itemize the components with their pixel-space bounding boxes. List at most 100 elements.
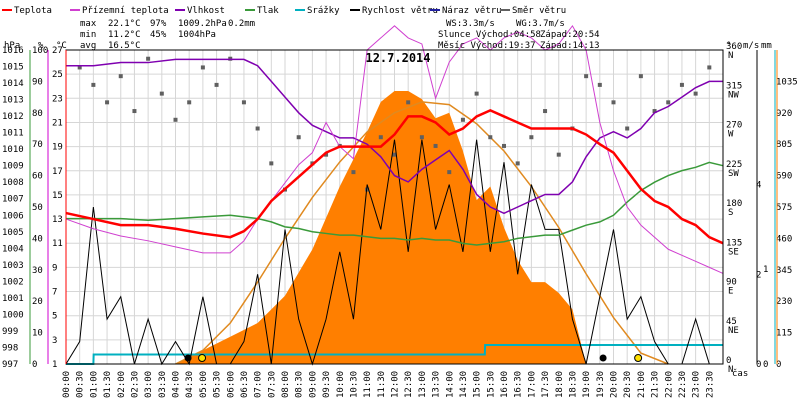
wind-direction-point (406, 100, 411, 105)
x-tick-label: 08:30 (295, 371, 305, 398)
wind-direction-point (77, 65, 82, 70)
hpa-tick-label: 998 (2, 343, 18, 353)
wind-direction-point (638, 74, 643, 79)
wind-direction-point (666, 100, 671, 105)
wind-direction-point (105, 100, 110, 105)
x-tick-label: 20:30 (623, 371, 633, 398)
dir-tick-direction: SE (728, 247, 739, 257)
radiation-tick-label: 1035 (776, 77, 798, 87)
x-tick-label: 17:30 (541, 371, 551, 398)
legend-label: Náraz větru (442, 6, 502, 16)
stat-label: max (80, 19, 97, 29)
ms-tick-label: 0 (756, 360, 761, 370)
x-tick-label: 06:30 (240, 371, 250, 398)
wind-direction-point (392, 152, 397, 157)
wind-direction-point (378, 135, 383, 140)
wind-direction-point (693, 91, 698, 96)
hpa-tick-label: 1002 (2, 277, 24, 287)
temp-tick-label: 7 (52, 288, 57, 298)
dir-tick-label: 225 (726, 160, 742, 170)
hpa-tick-label: 1016 (2, 46, 24, 56)
wind-direction-point (241, 100, 246, 105)
x-tick-label: 19:00 (582, 371, 592, 398)
temp-tick-label: 17 (52, 167, 63, 177)
x-tick-label: 09:00 (308, 371, 318, 398)
x-tick-label: 16:00 (500, 371, 510, 398)
hpa-tick-label: 1006 (2, 211, 24, 221)
hpa-tick-label: 1010 (2, 145, 24, 155)
hpa-tick-label: 1003 (2, 261, 24, 271)
hpa-tick-label: 1007 (2, 195, 24, 205)
temp-tick-label: 11 (52, 239, 63, 249)
temp-tick-label: 27 (52, 46, 63, 56)
pct-tick-label: 100 (32, 46, 48, 56)
sun-theoretical-line (175, 101, 669, 365)
wind-direction-point (543, 109, 548, 114)
pct-tick-label: 30 (32, 266, 43, 276)
stat-min-temp: 11.2°C (108, 30, 141, 40)
dir-tick-direction: W (728, 130, 734, 140)
x-tick-label: 04:00 (172, 371, 182, 398)
temp-tick-label: 23 (52, 94, 63, 104)
wind-direction-point (611, 100, 616, 105)
wind-direction-point (200, 65, 205, 70)
dir-tick-label: 135 (726, 238, 742, 248)
x-tick-label: 00:30 (76, 371, 86, 398)
temp-tick-label: 13 (52, 215, 63, 225)
x-tick-label: 19:30 (596, 371, 606, 398)
hpa-tick-label: 1009 (2, 162, 24, 172)
hpa-tick-label: 1014 (2, 79, 24, 89)
temperature-line (65, 109, 724, 245)
wind-direction-point (214, 82, 219, 87)
radiation-tick-label: 690 (776, 172, 792, 182)
stat-min-pressure: 1004hPa (178, 30, 216, 40)
dir-tick-label: 360 (726, 42, 742, 52)
x-tick-label: 01:30 (103, 371, 113, 398)
x-tick-label: 21:30 (651, 371, 661, 398)
wind-direction-point (296, 135, 301, 140)
radiation-tick-label: 345 (776, 266, 792, 276)
wind-gust-info: WG:3.7m/s (516, 19, 565, 29)
hpa-tick-label: 997 (2, 360, 18, 370)
x-tick-label: 03:30 (158, 371, 168, 398)
x-tick-label: 00:00 (62, 371, 72, 398)
hpa-tick-label: 1004 (2, 244, 24, 254)
radiation-tick-label: 115 (776, 329, 792, 339)
pct-tick-label: 90 (32, 77, 43, 87)
temp-tick-label: 19 (52, 143, 63, 153)
pct-tick-label: 50 (32, 203, 43, 213)
x-tick-label: 12:00 (391, 371, 401, 398)
dir-tick-direction: N (728, 365, 733, 375)
wind-direction-point (433, 143, 438, 148)
x-tick-label: 07:30 (267, 371, 277, 398)
wind-direction-point (556, 152, 561, 157)
sunrise-info: Slunce Východ:04:58 (438, 30, 541, 40)
x-tick-label: 03:00 (144, 371, 154, 398)
wind-direction-point (707, 65, 712, 70)
pct-tick-label: 60 (32, 172, 43, 182)
wind-direction-point (173, 117, 178, 122)
dir-tick-direction: S (728, 208, 733, 218)
ms-tick-label: 2 (756, 270, 761, 280)
x-tick-label: 05:30 (213, 371, 223, 398)
x-tick-label: 23:00 (692, 371, 702, 398)
x-tick-label: 06:00 (226, 371, 236, 398)
wind-direction-point (488, 135, 493, 140)
wind-direction-point (365, 187, 370, 192)
radiation-tick-label: 0 (776, 360, 781, 370)
legend-label: Přízemní teplota (82, 6, 169, 16)
stat-label: min (80, 30, 96, 40)
temp-axis-unit: °C (56, 41, 67, 51)
pct-axis-unit: % (38, 41, 44, 51)
x-tick-label: 17:00 (527, 371, 537, 398)
legend-label: Vlhkost (187, 6, 225, 16)
pct-tick-label: 10 (32, 329, 43, 339)
wind-direction-point (474, 91, 479, 96)
mm-tick-label: 1 (763, 265, 768, 275)
hpa-tick-label: 1012 (2, 112, 24, 122)
sunset-info: Západ:20:54 (540, 30, 600, 40)
x-tick-label: 10:00 (336, 371, 346, 398)
wind-speed-info: WS:3.3m/s (446, 19, 495, 29)
pct-tick-label: 20 (32, 297, 43, 307)
radiation-tick-label: 230 (776, 297, 792, 307)
